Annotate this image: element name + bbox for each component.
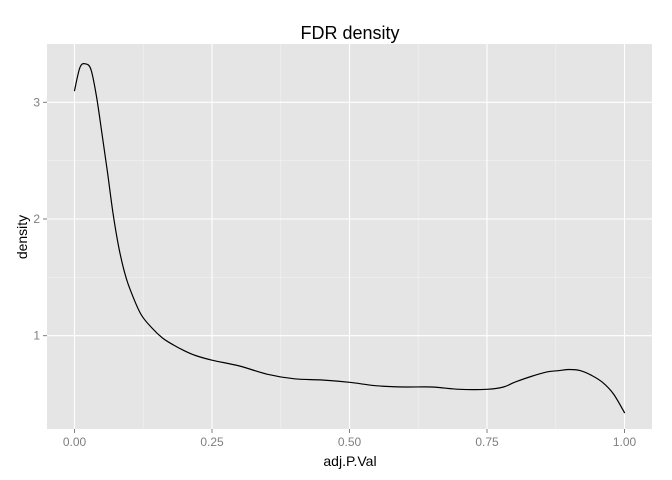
y-tick-label: 2 [33, 212, 40, 226]
chart-title: FDR density [300, 23, 399, 43]
y-tick-label: 3 [33, 95, 40, 109]
density-series [73, 62, 626, 414]
x-axis-ticks: 0.00 0.25 0.50 0.75 1.00 [63, 429, 637, 449]
x-tick-label: 1.00 [613, 435, 637, 449]
y-axis-ticks: 1 2 3 [33, 95, 47, 343]
x-axis-title: adj.P.Val [323, 453, 376, 469]
y-tick-label: 1 [33, 329, 40, 343]
x-tick-label: 0.75 [475, 435, 499, 449]
grid-lines [47, 44, 652, 429]
y-axis-title: density [14, 215, 30, 259]
x-tick-label: 0.00 [63, 435, 87, 449]
x-tick-label: 0.50 [338, 435, 362, 449]
density-line [73, 62, 626, 414]
x-tick-label: 0.25 [200, 435, 224, 449]
